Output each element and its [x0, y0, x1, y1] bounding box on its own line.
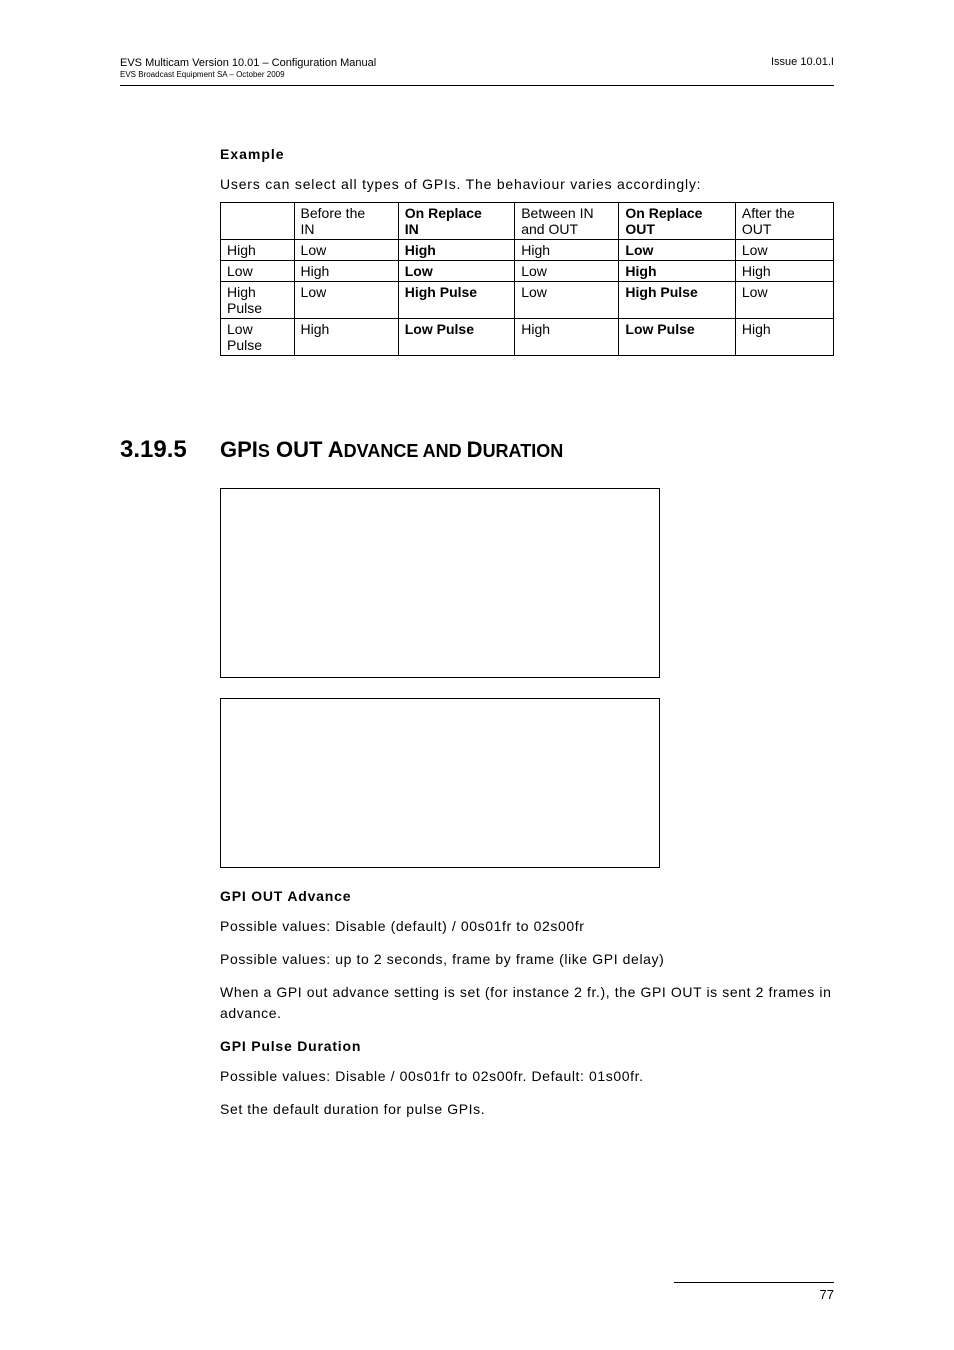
- gpi-advance-p1: Possible values: Disable (default) / 00s…: [220, 916, 834, 937]
- header-left: EVS Multicam Version 10.01 – Configurati…: [120, 56, 376, 81]
- table-cell: Low: [515, 281, 619, 318]
- table-cell: High: [735, 260, 833, 281]
- table-header-cell: Between INand OUT: [515, 202, 619, 239]
- gpi-advance-p2: Possible values: up to 2 seconds, frame …: [220, 949, 834, 970]
- gpi-pulse-heading: GPI Pulse Duration: [220, 1038, 834, 1054]
- table-head: Before theINOn ReplaceINBetween INand OU…: [221, 202, 834, 239]
- gpi-advance-block: GPI OUT Advance Possible values: Disable…: [120, 888, 834, 1120]
- footer-rule: [674, 1282, 834, 1283]
- table-cell: High Pulse: [221, 281, 295, 318]
- table-header-cell: On ReplaceOUT: [619, 202, 735, 239]
- table-cell: Low Pulse: [398, 318, 514, 355]
- page-header: EVS Multicam Version 10.01 – Configurati…: [120, 56, 834, 81]
- table-cell: Low: [735, 281, 833, 318]
- table-cell: Low: [221, 260, 295, 281]
- table-cell: High: [515, 239, 619, 260]
- header-rule: [120, 85, 834, 86]
- table-cell: Low Pulse: [619, 318, 735, 355]
- table-cell: Low: [735, 239, 833, 260]
- table-cell: High: [294, 318, 398, 355]
- table-header-cell: [221, 202, 295, 239]
- table-row: HighLowHighHighLowLow: [221, 239, 834, 260]
- gpi-advance-heading: GPI OUT Advance: [220, 888, 834, 904]
- table-cell: High Pulse: [398, 281, 514, 318]
- table-header-cell: Before theIN: [294, 202, 398, 239]
- table-header-cell: On ReplaceIN: [398, 202, 514, 239]
- page-footer: 77: [120, 1282, 834, 1302]
- gpi-advance-p3: When a GPI out advance setting is set (f…: [220, 982, 834, 1024]
- table-row: LowHighLowLowHighHigh: [221, 260, 834, 281]
- gpi-pulse-p2: Set the default duration for pulse GPIs.: [220, 1099, 834, 1120]
- example-intro: Users can select all types of GPIs. The …: [220, 176, 834, 192]
- table-header-row: Before theINOn ReplaceINBetween INand OU…: [221, 202, 834, 239]
- page-number: 77: [820, 1287, 834, 1302]
- example-heading: Example: [220, 146, 834, 162]
- section-title: GPIS OUT ADVANCE AND DURATION: [220, 437, 563, 463]
- table-cell: High: [619, 260, 735, 281]
- header-subtitle: EVS Broadcast Equipment SA – October 200…: [120, 70, 376, 80]
- header-title: EVS Multicam Version 10.01 – Configurati…: [120, 56, 376, 70]
- table-row: High PulseLowHigh PulseLowHigh PulseLow: [221, 281, 834, 318]
- table-cell: High: [221, 239, 295, 260]
- section-heading-row: 3.19.5 GPIS OUT ADVANCE AND DURATION: [120, 436, 834, 464]
- gpi-pulse-p1: Possible values: Disable / 00s01fr to 02…: [220, 1066, 834, 1087]
- table-cell: Low: [294, 281, 398, 318]
- table-header-cell: After theOUT: [735, 202, 833, 239]
- page-container: EVS Multicam Version 10.01 – Configurati…: [0, 0, 954, 1172]
- table-row: Low PulseHighLow PulseHighLow PulseHigh: [221, 318, 834, 355]
- header-issue: Issue 10.01.I: [771, 56, 834, 68]
- table-cell: High: [398, 239, 514, 260]
- table-cell: Low: [294, 239, 398, 260]
- table-cell: High: [735, 318, 833, 355]
- table-cell: High: [515, 318, 619, 355]
- table-cell: High: [294, 260, 398, 281]
- example-block: Example Users can select all types of GP…: [120, 146, 834, 356]
- table-cell: Low: [398, 260, 514, 281]
- section-number: 3.19.5: [120, 436, 220, 464]
- table-cell: Low Pulse: [221, 318, 295, 355]
- gpi-behaviour-table: Before theINOn ReplaceINBetween INand OU…: [220, 202, 834, 356]
- table-cell: Low: [619, 239, 735, 260]
- table-body: HighLowHighHighLowLowLowHighLowLowHighHi…: [221, 239, 834, 355]
- table-cell: High Pulse: [619, 281, 735, 318]
- table-cell: Low: [515, 260, 619, 281]
- screenshot-placeholder-1: [220, 488, 660, 678]
- screenshot-placeholder-2: [220, 698, 660, 868]
